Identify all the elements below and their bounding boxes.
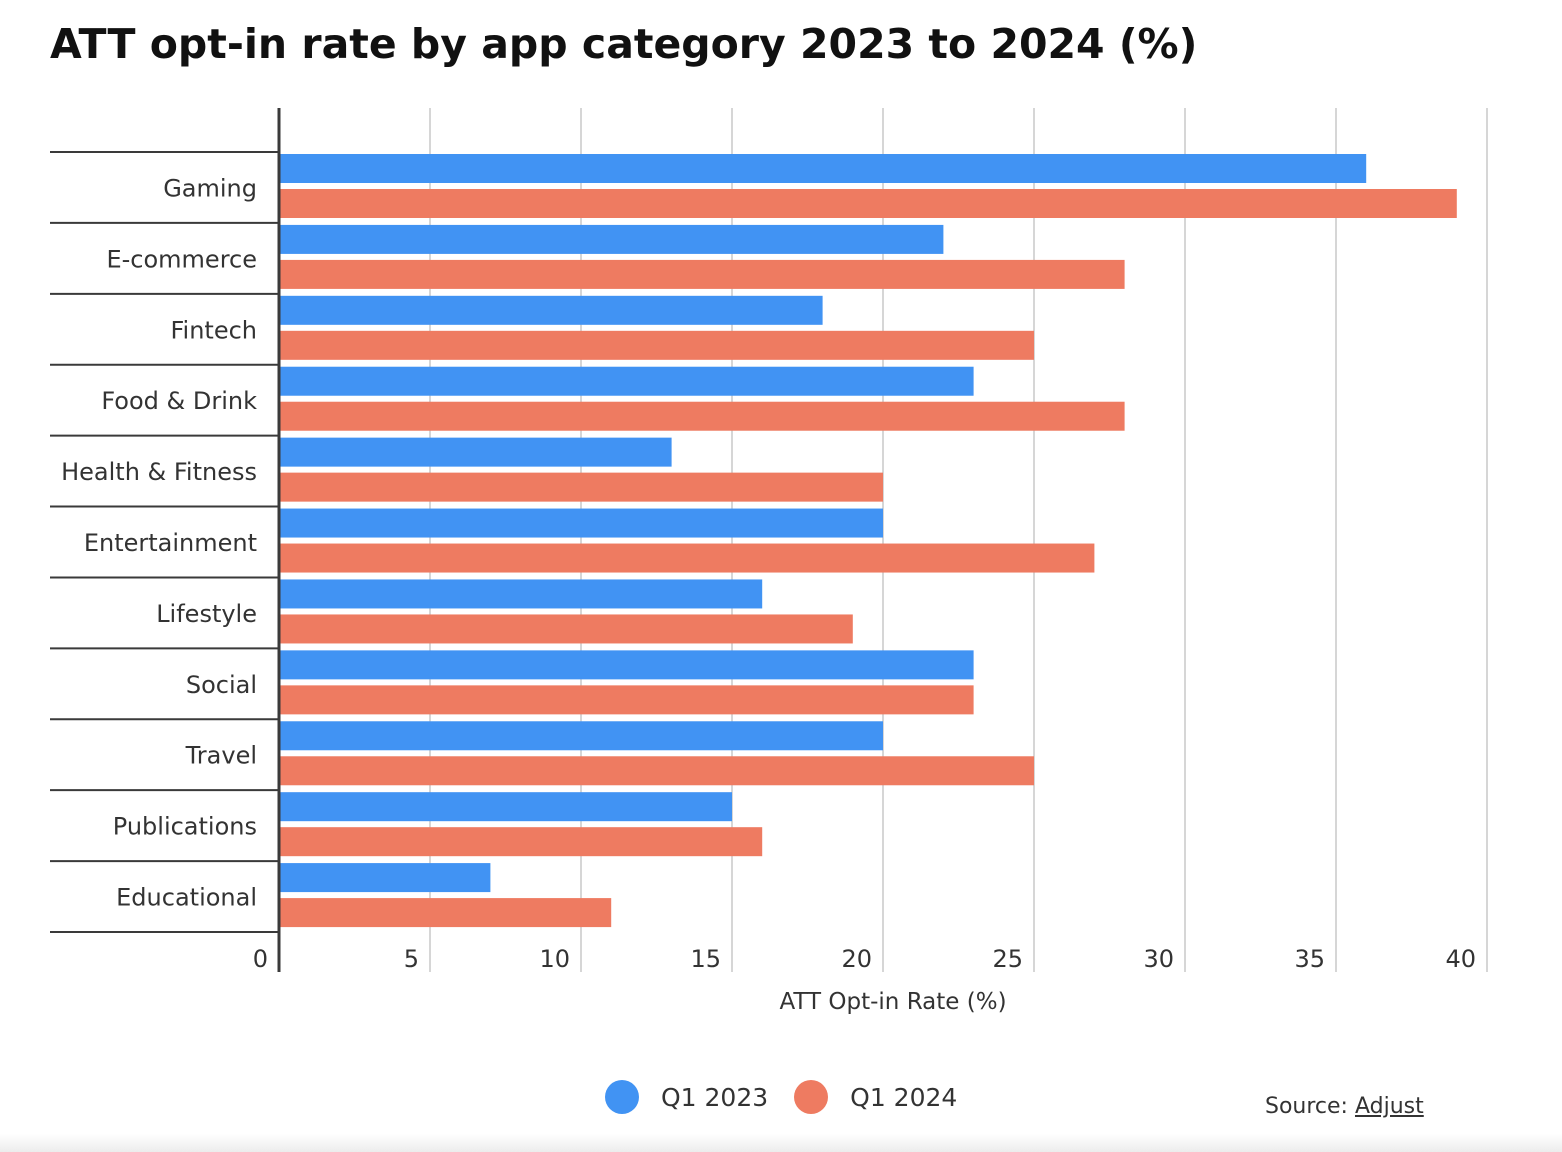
bottom-edge	[0, 1134, 1562, 1152]
legend-swatch-q1-2024	[794, 1080, 829, 1114]
bar-q1-2023-travel[interactable]	[279, 721, 883, 751]
category-label-travel: Travel	[185, 742, 257, 770]
x-tick-label-30: 30	[1143, 945, 1174, 973]
bar-q1-2023-e-commerce[interactable]	[279, 224, 944, 254]
value-axis: 0 5 10 15 20 25 30 35 40	[253, 945, 1476, 973]
category-label-fintech: Fintech	[170, 316, 257, 344]
category-axis: Gaming E-commerce Fintech Food & Drink Healt…	[50, 108, 281, 972]
bar-q1-2024-social[interactable]	[279, 685, 974, 715]
category-label-health-fitness: Health & Fitness	[61, 458, 257, 486]
bar-q1-2023-gaming[interactable]	[279, 154, 1367, 183]
bar-q1-2024-publications[interactable]	[279, 827, 763, 857]
bar-q1-2024-health-fitness[interactable]	[279, 472, 883, 502]
legend-item-q1-2023[interactable]: Q1 2023	[605, 1080, 768, 1114]
bar-q1-2023-lifestyle[interactable]	[279, 579, 763, 609]
category-label-entertainment: Entertainment	[84, 529, 257, 557]
bar-q1-2023-entertainment[interactable]	[279, 508, 883, 538]
legend-item-q1-2024[interactable]: Q1 2024	[794, 1080, 957, 1114]
category-label-educational: Educational	[116, 884, 257, 912]
legend-swatch-q1-2023	[605, 1080, 639, 1114]
bar-q1-2024-fintech[interactable]	[279, 330, 1034, 360]
x-tick-label-35: 35	[1294, 945, 1325, 973]
x-tick-label-20: 20	[841, 945, 872, 973]
bar-q1-2023-social[interactable]	[279, 650, 974, 680]
bar-q1-2024-e-commerce[interactable]	[279, 259, 1125, 289]
category-label-gaming: Gaming	[163, 174, 257, 202]
x-tick-label-10: 10	[539, 945, 570, 973]
bar-q1-2024-educational[interactable]	[279, 898, 612, 928]
x-tick-label-5: 5	[404, 945, 419, 973]
legend: Q1 2023 Q1 2024	[605, 1080, 957, 1114]
bar-q1-2024-food-drink[interactable]	[279, 401, 1125, 431]
source-note: Source: Adjust	[1265, 1094, 1424, 1119]
x-tick-label-25: 25	[992, 945, 1023, 973]
bar-q1-2024-travel[interactable]	[279, 756, 1034, 786]
x-tick-label-40: 40	[1445, 945, 1476, 973]
bar-q1-2024-entertainment[interactable]	[279, 543, 1095, 573]
bar-q1-2023-health-fitness[interactable]	[279, 437, 672, 467]
category-label-food-drink: Food & Drink	[101, 387, 257, 415]
chart-title: ATT opt-in rate by app category 2023 to …	[50, 20, 1198, 68]
bar-q1-2024-lifestyle[interactable]	[279, 614, 853, 644]
x-tick-label-0: 0	[253, 945, 268, 973]
category-label-e-commerce: E-commerce	[106, 245, 257, 273]
bar-q1-2023-food-drink[interactable]	[279, 366, 974, 396]
bars	[279, 154, 1457, 928]
category-label-social: Social	[186, 671, 257, 699]
legend-label-q1-2023: Q1 2023	[661, 1082, 769, 1112]
bar-q1-2024-gaming[interactable]	[279, 189, 1457, 218]
legend-label-q1-2024: Q1 2024	[850, 1082, 958, 1112]
bar-q1-2023-educational[interactable]	[279, 863, 491, 893]
category-label-publications: Publications	[113, 813, 257, 841]
source-label: Source:	[1265, 1094, 1348, 1119]
bar-q1-2023-publications[interactable]	[279, 792, 732, 822]
source-link[interactable]: Adjust	[1354, 1094, 1424, 1119]
bar-q1-2023-fintech[interactable]	[279, 295, 823, 325]
x-axis-title: ATT Opt-in Rate (%)	[779, 989, 1006, 1015]
category-label-lifestyle: Lifestyle	[156, 600, 257, 628]
x-tick-label-15: 15	[690, 945, 721, 973]
